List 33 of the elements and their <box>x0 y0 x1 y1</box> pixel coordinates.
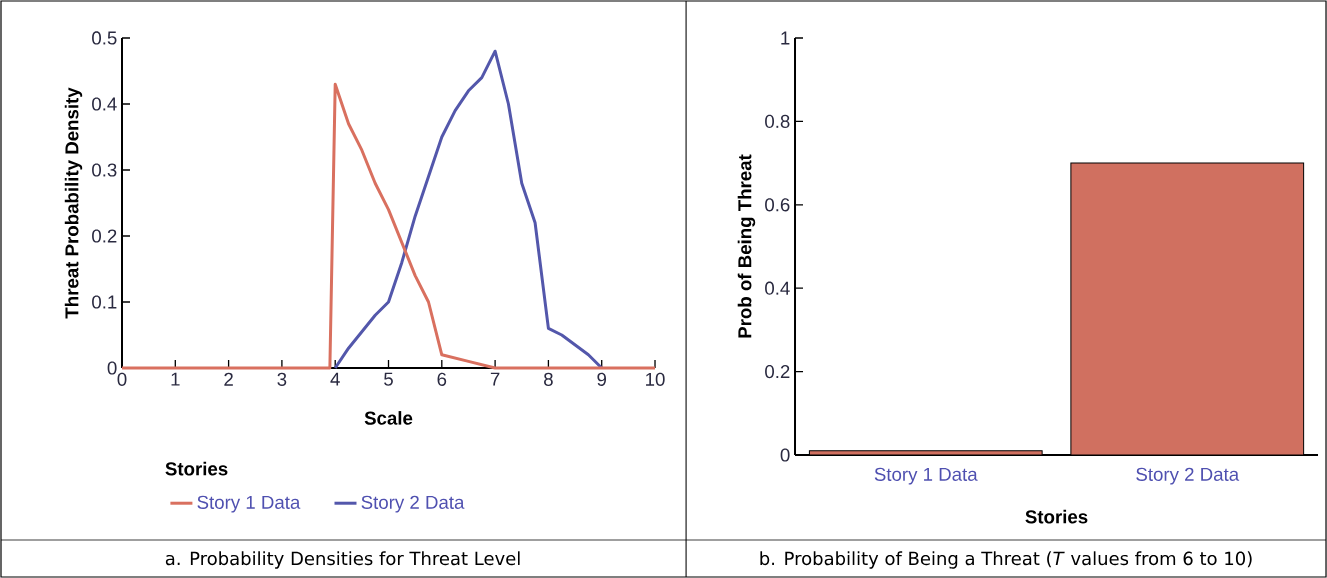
legend-title: Stories <box>165 461 228 476</box>
y-tick-label: 0.2 <box>92 229 117 243</box>
x-tick-label: 0 <box>117 372 127 386</box>
x-tick-label: 4 <box>330 372 340 386</box>
y-tick-label: 0 <box>780 448 790 462</box>
line-series <box>333 49 604 370</box>
y-tick-label: 1 <box>781 31 790 45</box>
y-tick-label: 0.3 <box>92 163 117 177</box>
y-tick-label: 0.4 <box>92 97 117 111</box>
y-tick-label: 0.1 <box>92 295 117 309</box>
x-tick-label: 8 <box>544 372 553 386</box>
x-axis-title: Scale <box>364 411 413 425</box>
text: a. Probability Densities for Threat Level <box>165 551 520 569</box>
y-axis-title: Prob of Being Threat <box>737 154 756 338</box>
text: b. Probability of Being a Threat (T values from 6 to 10) <box>760 551 1252 569</box>
legend-label: Story 2 Data <box>361 495 465 513</box>
legend-label: Story 1 Data <box>197 495 301 513</box>
y-tick-label: 0.4 <box>765 281 790 295</box>
y-axis-title: Threat Probability Density <box>64 87 83 319</box>
x-tick-label: 3 <box>277 372 287 386</box>
y-tick-label: 0.8 <box>765 114 790 129</box>
x-axis-title: Stories <box>1025 509 1088 524</box>
y-tick-label: 0.6 <box>765 198 790 212</box>
y-tick-label: 0.2 <box>765 364 790 379</box>
y-tick-label: 0.5 <box>92 31 117 45</box>
x-tick-label: 2 <box>224 372 233 386</box>
x-tick-label: 7 <box>490 372 500 386</box>
x-tick-label: 10 <box>646 372 665 386</box>
x-tick-label: 5 <box>384 372 393 386</box>
x-tick-label: 6 <box>437 372 447 386</box>
x-tick-label: 1 <box>171 372 180 386</box>
x-tick-label: 9 <box>597 372 607 386</box>
y-tick-label: 0 <box>107 361 117 375</box>
